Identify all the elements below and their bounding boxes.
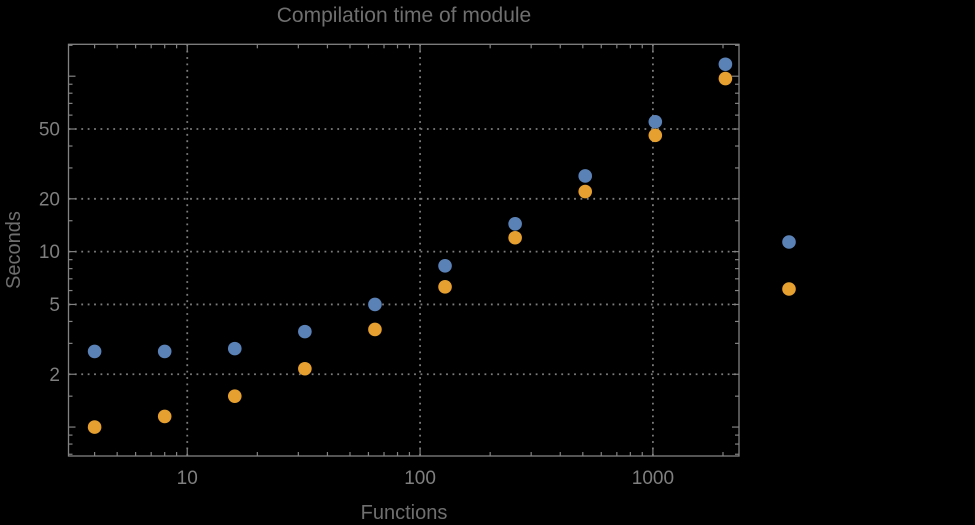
data-point-series-1 [227,341,242,356]
data-point-series-1 [438,259,452,273]
data-point-series-2 [718,71,733,86]
data-point-series-1 [578,169,593,183]
data-point-series-2 [508,230,522,245]
gridlines [68,44,739,456]
data-point-series-2 [578,184,593,199]
axis-ticks [68,44,739,456]
x-tick-label: 100 [404,468,436,489]
y-tick-label: 50 [39,120,60,141]
x-axis-label: Functions [361,502,448,524]
plot-frame [67,43,740,457]
y-tick-label: 2 [49,365,60,386]
tick-labels: 10 100 1000 2 5 10 20 50 [39,120,674,489]
y-axis-label: Seconds [3,211,25,289]
data-point-series-1 [157,344,172,359]
data-points [87,57,733,434]
y-tick-label: 10 [39,242,60,263]
chart-title: Compilation time of module [277,4,531,27]
data-point-series-2 [298,361,312,376]
legend-marker [782,235,796,249]
x-tick-label: 1000 [632,468,674,489]
legend-marker [782,282,796,296]
legend [782,235,796,296]
y-tick-label: 5 [49,295,60,316]
data-point-series-2 [438,280,452,294]
y-tick-label: 20 [39,189,60,210]
data-point-series-1 [718,57,733,72]
data-point-series-1 [87,344,102,359]
data-point-series-2 [648,128,663,143]
data-point-series-2 [157,409,172,424]
data-point-series-1 [648,114,663,129]
x-tick-label: 10 [177,468,198,489]
data-point-series-2 [87,420,102,434]
data-point-series-2 [368,322,382,337]
data-point-series-1 [298,324,312,339]
data-point-series-2 [227,389,242,403]
data-point-series-1 [508,217,522,231]
data-point-series-1 [368,297,382,312]
